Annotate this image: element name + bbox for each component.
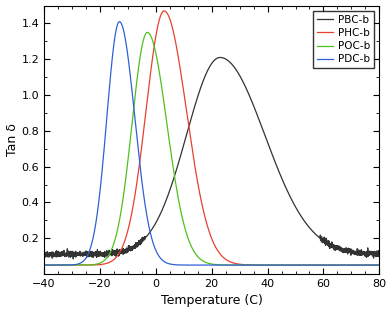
Line: PHC-b: PHC-b <box>44 11 379 265</box>
PBC-b <box>218 56 222 59</box>
Line: POC-b: POC-b <box>44 33 379 265</box>
PHC-b <box>371 263 376 267</box>
PDC-b <box>377 263 382 267</box>
POC-b <box>377 263 382 267</box>
PBC-b <box>100 251 105 255</box>
PHC-b <box>377 263 382 267</box>
POC-b <box>185 234 190 238</box>
PHC-b <box>363 263 368 267</box>
POC-b <box>371 263 376 267</box>
Y-axis label: Tan δ: Tan δ <box>5 123 18 156</box>
PBC-b <box>185 131 190 134</box>
POC-b <box>80 263 85 267</box>
PHC-b <box>80 263 85 267</box>
PDC-b <box>100 169 104 172</box>
PDC-b <box>42 263 46 267</box>
POC-b <box>100 260 104 264</box>
PDC-b <box>117 20 122 23</box>
PBC-b <box>80 253 85 257</box>
X-axis label: Temperature (C): Temperature (C) <box>161 295 263 307</box>
POC-b <box>145 31 150 34</box>
PBC-b <box>371 251 376 255</box>
PBC-b <box>42 252 46 255</box>
PHC-b <box>185 114 190 118</box>
POC-b <box>334 263 339 267</box>
PDC-b <box>256 263 260 267</box>
PDC-b <box>80 260 85 264</box>
PBC-b <box>377 252 382 256</box>
PHC-b <box>334 263 339 267</box>
PDC-b <box>171 263 175 266</box>
PBC-b <box>334 244 339 248</box>
POC-b <box>321 263 326 267</box>
PBC-b <box>71 257 76 261</box>
Line: PDC-b: PDC-b <box>44 22 379 265</box>
PHC-b <box>162 9 167 13</box>
PDC-b <box>185 263 190 267</box>
PDC-b <box>334 263 339 267</box>
Legend: PBC-b, PHC-b, POC-b, PDC-b: PBC-b, PHC-b, POC-b, PDC-b <box>313 11 374 69</box>
PHC-b <box>100 263 104 266</box>
POC-b <box>171 162 175 166</box>
PHC-b <box>171 27 175 31</box>
POC-b <box>42 263 46 267</box>
PDC-b <box>371 263 376 267</box>
Line: PBC-b: PBC-b <box>44 58 379 259</box>
PHC-b <box>42 263 46 267</box>
PBC-b <box>171 180 175 183</box>
